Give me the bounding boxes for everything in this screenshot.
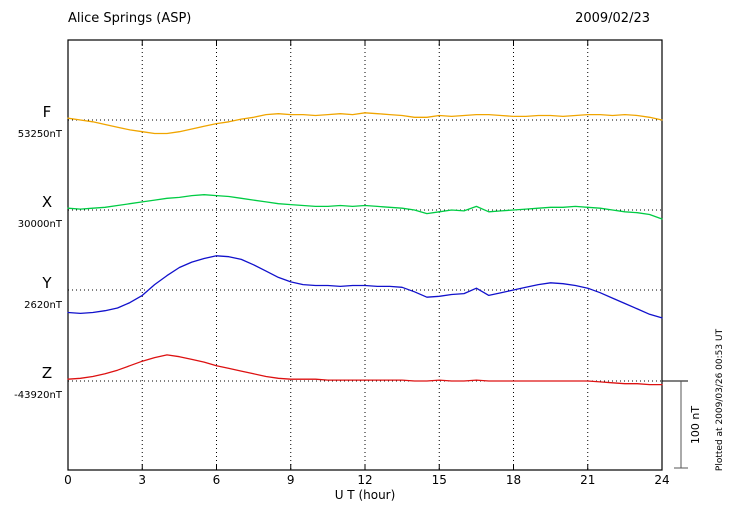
x-axis-label: U T (hour) [335,488,396,502]
baseline-value-Y: 2620nT [24,300,63,311]
trace-label-F: F [43,103,52,121]
grid-layer: 0 3 6 9 12 15 18 21 24 [64,40,670,487]
baseline-value-X: 30000nT [18,219,63,230]
trace-X [67,194,663,220]
x-tick-label-21: 21 [580,473,595,487]
x-tick-label-0: 0 [64,473,72,487]
x-tick-label-3: 3 [138,473,146,487]
trace-Y [67,255,663,319]
x-tick-label-15: 15 [432,473,447,487]
x-tick-label-12: 12 [357,473,372,487]
chart-title: Alice Springs (ASP) [68,11,191,26]
baseline-value-F: 53250nT [18,129,63,140]
scale-bar-label: 100 nT [689,406,702,444]
trace-Z [67,354,663,386]
x-tick-label-6: 6 [213,473,221,487]
baseline-value-Z: -43920nT [14,390,63,401]
x-tick-label-9: 9 [287,473,295,487]
plotted-at-note: Plotted at 2009/03/26 00:53 UT [715,328,725,471]
trace-label-Y: Y [41,274,52,292]
chart-date: 2009/02/23 [575,11,650,26]
scale-bar: 100 nT [662,380,702,469]
trace-label-Z: Z [42,364,52,382]
trace-label-X: X [42,193,52,211]
trace-layer [67,112,663,386]
trace-F [67,112,663,135]
x-tick-label-18: 18 [506,473,521,487]
x-tick-label-24: 24 [654,473,669,487]
